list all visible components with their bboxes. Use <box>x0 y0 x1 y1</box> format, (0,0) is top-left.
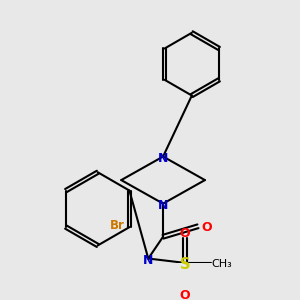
Text: N: N <box>158 199 168 212</box>
Text: O: O <box>201 221 212 234</box>
Text: N: N <box>143 254 153 266</box>
Text: Br: Br <box>110 219 124 232</box>
Text: O: O <box>180 289 190 300</box>
Text: CH₃: CH₃ <box>211 259 232 269</box>
Text: O: O <box>180 226 190 239</box>
Text: N: N <box>158 152 168 164</box>
Text: S: S <box>180 257 190 272</box>
